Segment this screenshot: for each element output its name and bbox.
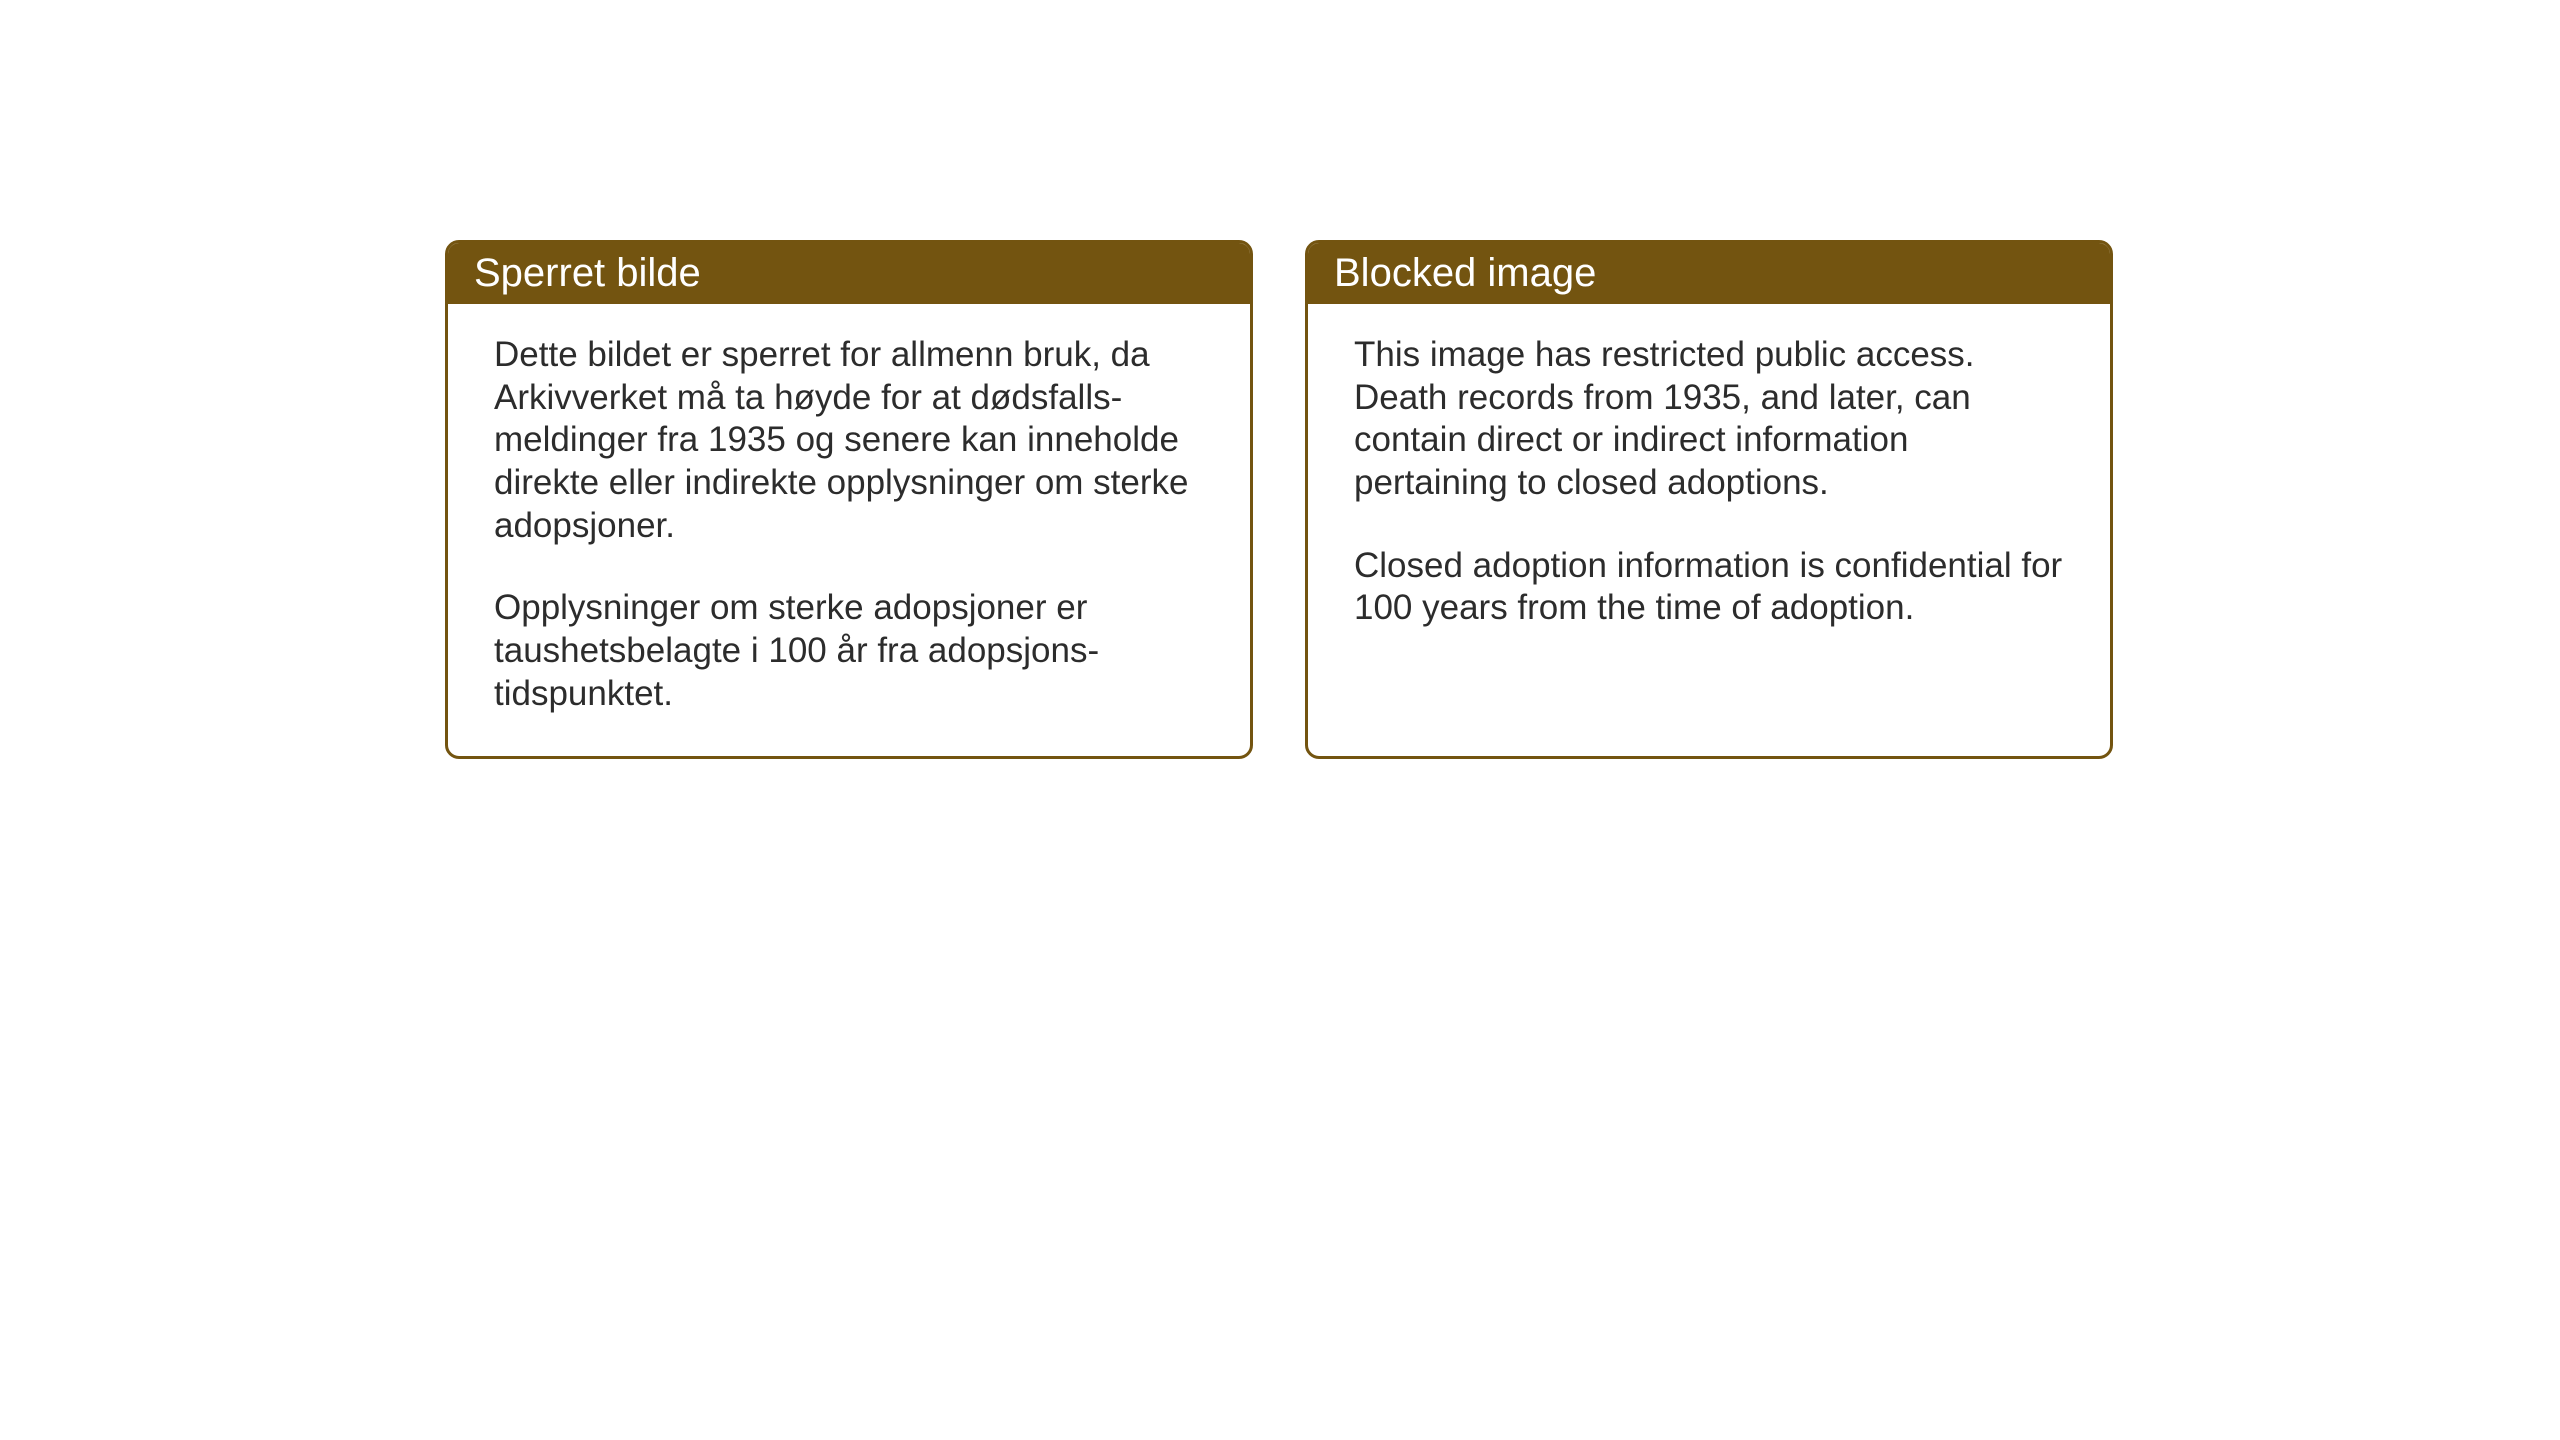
card-body-norwegian: Dette bildet er sperret for allmenn bruk… [448, 304, 1250, 756]
card-paragraph: This image has restricted public access.… [1354, 334, 2064, 505]
card-title-norwegian: Sperret bilde [448, 243, 1250, 304]
card-body-english: This image has restricted public access.… [1308, 304, 2110, 670]
card-paragraph: Opplysninger om sterke adopsjoner er tau… [494, 587, 1204, 715]
card-english: Blocked image This image has restricted … [1305, 240, 2113, 759]
card-paragraph: Dette bildet er sperret for allmenn bruk… [494, 334, 1204, 547]
card-title-english: Blocked image [1308, 243, 2110, 304]
card-paragraph: Closed adoption information is confident… [1354, 545, 2064, 630]
cards-container: Sperret bilde Dette bildet er sperret fo… [445, 240, 2113, 759]
card-norwegian: Sperret bilde Dette bildet er sperret fo… [445, 240, 1253, 759]
